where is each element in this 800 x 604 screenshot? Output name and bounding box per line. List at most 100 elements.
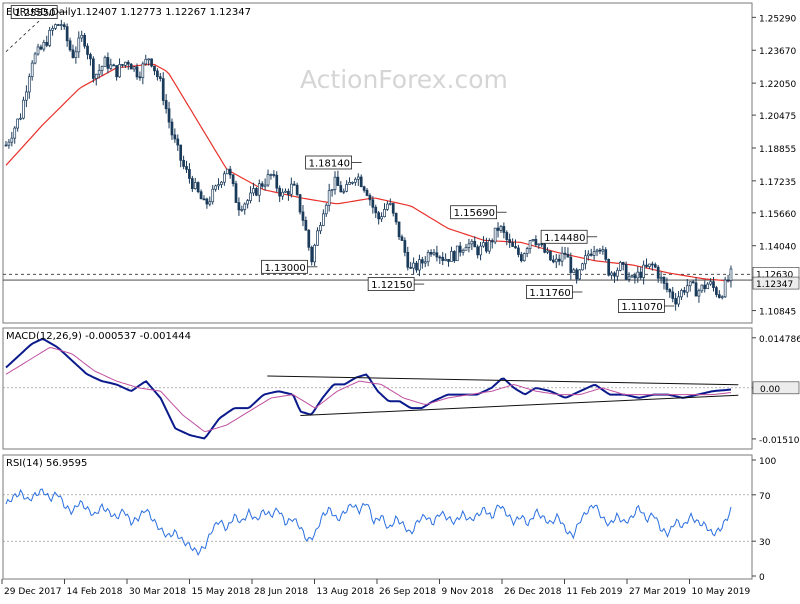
candle-body (100, 66, 104, 71)
symbol-label: EURUSD,Daily (6, 7, 77, 18)
candle-body (48, 29, 52, 46)
candle-body (726, 279, 730, 282)
candle-body (330, 188, 334, 192)
candle-body (51, 28, 54, 31)
candle-body (182, 159, 185, 167)
candle-body (228, 168, 232, 176)
x-axis: 29 Dec 2017 14 Feb 2018 30 Mar 2018 15 May … (1, 579, 751, 597)
candle-body (589, 253, 593, 256)
candle-body (450, 251, 453, 262)
candle-body (531, 239, 535, 242)
price-tick-label: 1.14040 (759, 243, 796, 253)
candle-body (616, 269, 619, 277)
candle-body (324, 204, 328, 215)
candle-body (272, 174, 276, 176)
candle-body (179, 144, 183, 161)
candle-body (156, 70, 159, 78)
candle-body (642, 264, 645, 278)
candle-body (231, 174, 235, 184)
candle-body (386, 203, 389, 210)
candle-body (292, 183, 296, 186)
candle-body (243, 203, 247, 210)
candle-body (476, 246, 480, 256)
macd-tick-label: 0.014786 (759, 335, 800, 345)
candle-body (388, 203, 392, 205)
annotation-label: 1.11070 (621, 302, 662, 313)
rsi-tick-label: 0 (759, 573, 765, 583)
candle-body (225, 168, 229, 175)
annotation-label: 1.18140 (309, 158, 350, 169)
candle-body (578, 269, 581, 280)
candle-body (540, 243, 544, 246)
candle-body (549, 250, 552, 261)
candle-body (211, 188, 215, 203)
x-tick-label: 29 Dec 2017 (4, 587, 62, 597)
candle-body (485, 242, 488, 252)
candle-body (190, 178, 194, 189)
candle-body (164, 100, 168, 110)
candle-body (126, 61, 130, 65)
candle-body (68, 40, 72, 51)
candle-body (522, 253, 526, 262)
price-tag-label: 1.12347 (756, 280, 793, 290)
candle-body (633, 275, 637, 279)
candle-body (252, 188, 255, 194)
candle-body (193, 182, 197, 189)
macd-zero-tag (752, 381, 800, 395)
candle-body (313, 244, 316, 263)
candle-body (420, 259, 424, 264)
candle-body (601, 249, 605, 252)
candle-body (223, 173, 226, 183)
candle-body (409, 266, 413, 269)
candle-body (202, 198, 206, 201)
candle-body (572, 269, 576, 273)
candle-body (618, 262, 622, 271)
price-tick-label: 1.20475 (759, 112, 796, 122)
candle-body (112, 64, 116, 67)
candle-body (455, 245, 459, 262)
candle-body (196, 182, 200, 193)
candle-body (720, 296, 724, 299)
candle-body (380, 216, 383, 220)
candle-body (715, 287, 718, 295)
candle-body (71, 49, 75, 58)
x-tick-label: 9 Nov 2018 (442, 587, 494, 597)
candle-body (124, 61, 127, 66)
x-tick-label: 10 May 2019 (692, 587, 751, 597)
macd-panel-frame (2, 327, 753, 450)
candle-body (59, 24, 63, 27)
candle-body (62, 24, 66, 27)
candle-body (275, 174, 279, 189)
candle-body (502, 226, 506, 233)
candle-body (83, 34, 86, 47)
candle-body (234, 183, 238, 203)
candle-body (7, 141, 11, 146)
candle-body (662, 276, 666, 284)
candle-body (490, 240, 494, 243)
candle-body (167, 108, 171, 123)
candle-body (729, 268, 733, 281)
candle-body (86, 45, 89, 55)
candle-body (322, 213, 325, 226)
candle-body (691, 281, 695, 284)
candle-body (517, 247, 520, 255)
moving-average-line (5, 63, 732, 282)
candle-body (461, 249, 465, 253)
candle-body (22, 99, 25, 119)
candle-body (674, 298, 677, 305)
candle-body (27, 76, 31, 93)
candle-body (214, 185, 217, 190)
candle-body (723, 279, 727, 298)
candle-body (327, 190, 331, 206)
candle-body (709, 281, 712, 285)
candle-body (394, 212, 398, 223)
candle-body (717, 294, 721, 298)
candle-body (103, 57, 107, 67)
candle-body (569, 256, 573, 273)
price-panel: ActionForex.com 1.25550 1.18140 1.13000 1.1… (2, 2, 800, 324)
candle-body (289, 183, 293, 195)
x-tick-label: 15 May 2018 (192, 587, 251, 597)
candle-body (677, 296, 680, 305)
price-tick-label: 1.22050 (759, 80, 796, 90)
candle-body (487, 240, 491, 252)
